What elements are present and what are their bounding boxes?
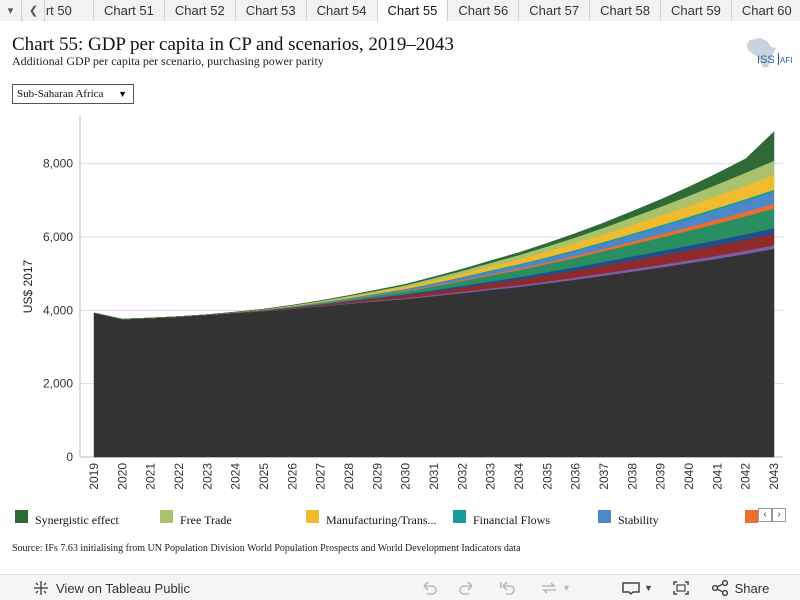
y-tick-label: 2,000 xyxy=(43,377,73,391)
region-select[interactable]: Sub-Saharan Africa ▼ xyxy=(12,84,134,104)
chevron-down-icon: ▼ xyxy=(644,583,653,593)
y-tick-label: 0 xyxy=(66,450,73,464)
x-tick-label: 2036 xyxy=(569,463,583,490)
tab-chart-57[interactable]: Chart 57 xyxy=(519,0,591,21)
iss-africa-logo[interactable]: ISS AFI xyxy=(740,36,792,70)
legend-swatch xyxy=(160,510,173,523)
share-button[interactable]: Share xyxy=(708,578,772,598)
undo-button[interactable] xyxy=(418,578,440,598)
x-tick-label: 2033 xyxy=(484,463,498,490)
x-tick-label: 2020 xyxy=(115,463,129,490)
x-tick-label: 2040 xyxy=(682,463,696,490)
chevron-left-icon: ‹ xyxy=(763,509,767,520)
tableau-toolbar: View on Tableau Public ▼ ▼ Share xyxy=(0,574,800,600)
share-label: Share xyxy=(734,580,770,596)
legend-label: Free Trade xyxy=(180,513,232,527)
y-tick-label: 4,000 xyxy=(43,303,73,317)
redo-button[interactable] xyxy=(456,578,478,598)
tab-chart-50[interactable]: Chart 50 xyxy=(46,0,94,21)
tab-chart-60[interactable]: Chart 60 xyxy=(731,0,800,21)
tab-chart-56[interactable]: Chart 56 xyxy=(448,0,520,21)
x-tick-label: 2031 xyxy=(427,463,441,490)
tab-chart-59[interactable]: Chart 59 xyxy=(661,0,732,21)
x-tick-label: 2023 xyxy=(200,463,214,490)
x-tick-label: 2027 xyxy=(314,463,328,490)
x-tick-label: 2035 xyxy=(540,463,554,490)
svg-text:ISS: ISS xyxy=(757,54,775,66)
redo-icon xyxy=(459,581,473,595)
x-tick-label: 2026 xyxy=(285,463,299,490)
tab-chart-58[interactable]: Chart 58 xyxy=(590,0,661,21)
tab-chart-51[interactable]: Chart 51 xyxy=(94,0,165,21)
x-tick-label: 2041 xyxy=(710,463,724,490)
download-button[interactable]: ▼ xyxy=(620,578,654,598)
x-tick-label: 2022 xyxy=(172,463,186,490)
revert-icon xyxy=(500,581,515,595)
tab-chart-53[interactable]: Chart 53 xyxy=(235,0,307,21)
x-tick-label: 2025 xyxy=(257,463,271,490)
legend: Synergistic effect Free Trade Manufacturin… xyxy=(0,506,800,528)
legend-next-button[interactable]: › xyxy=(772,508,786,522)
chevron-down-icon: ▾ xyxy=(7,5,14,17)
legend-label: Stability xyxy=(618,513,659,527)
legend-prev-button[interactable]: ‹ xyxy=(758,508,772,522)
tab-chart-54[interactable]: Chart 54 xyxy=(306,0,378,21)
legend-label: Synergistic effect xyxy=(35,513,119,527)
tab-prev-button[interactable]: ❮ xyxy=(23,0,45,21)
chart-subtitle: Additional GDP per capita per scenario, … xyxy=(12,54,324,68)
tab-chart-55[interactable]: Chart 55 xyxy=(377,0,449,21)
legend-label: Manufacturing/Trans... xyxy=(326,513,437,527)
x-tick-label: 2037 xyxy=(597,463,611,490)
area-series-10 xyxy=(93,131,775,320)
x-tick-label: 2019 xyxy=(87,463,101,490)
legend-nav: ‹ › xyxy=(758,508,786,522)
y-tick-label: 6,000 xyxy=(43,230,73,244)
legend-label: Financial Flows xyxy=(473,513,550,527)
svg-text:AFI: AFI xyxy=(780,56,792,65)
y-tick-label: 8,000 xyxy=(43,157,73,171)
legend-swatch xyxy=(306,510,319,523)
stacked-area-chart: 0 2,000 4,000 6,000 8,000 US$ 2017 2019 2020 202… xyxy=(21,116,783,490)
x-tick-label: 2029 xyxy=(370,463,384,490)
view-on-tableau-public-label: View on Tableau Public xyxy=(56,580,190,596)
source-note: Source: IFs 7.63 initialising from UN Po… xyxy=(12,543,521,554)
chevron-right-icon: › xyxy=(777,509,781,520)
legend-swatch xyxy=(15,510,28,523)
region-select-value: Sub-Saharan Africa xyxy=(17,88,104,100)
revert-button[interactable] xyxy=(496,578,518,598)
x-tick-label: 2039 xyxy=(654,463,668,490)
tableau-logo-icon xyxy=(34,581,48,595)
chevron-left-icon: ❮ xyxy=(28,5,39,17)
africa-map-icon xyxy=(747,38,776,68)
x-tick-label: 2028 xyxy=(342,463,356,490)
refresh-button[interactable]: ▼ xyxy=(534,578,576,598)
tab-menu-button[interactable]: ▾ xyxy=(0,0,22,21)
x-tick-label: 2024 xyxy=(229,463,243,490)
download-icon xyxy=(622,582,640,596)
fullscreen-button[interactable] xyxy=(670,578,692,598)
undo-icon xyxy=(423,581,437,595)
x-tick-label: 2038 xyxy=(625,463,639,490)
share-icon xyxy=(711,580,728,596)
chart-title: Chart 55: GDP per capita in CP and scena… xyxy=(12,34,454,55)
fullscreen-icon xyxy=(673,581,689,595)
x-tick-label: 2021 xyxy=(144,463,158,490)
view-on-tableau-public-link[interactable]: View on Tableau Public xyxy=(32,579,190,597)
x-tick-label: 2042 xyxy=(739,463,753,490)
x-tick-label: 2032 xyxy=(455,463,469,490)
tab-chart-52[interactable]: Chart 52 xyxy=(164,0,236,21)
legend-swatch xyxy=(745,510,758,523)
legend-swatch xyxy=(453,510,466,523)
x-tick-label: 2034 xyxy=(512,463,526,490)
legend-swatch xyxy=(598,510,611,523)
caret-down-icon: ▼ xyxy=(118,89,127,99)
x-tick-label: 2030 xyxy=(399,463,413,490)
chevron-down-icon: ▼ xyxy=(562,583,571,593)
y-axis-label: US$ 2017 xyxy=(21,259,35,313)
refresh-icon xyxy=(542,582,557,594)
x-tick-label: 2043 xyxy=(767,463,781,490)
